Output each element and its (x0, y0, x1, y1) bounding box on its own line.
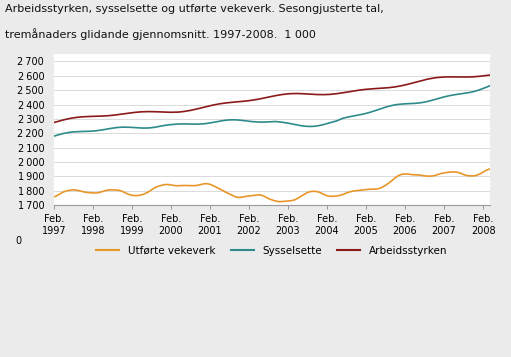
Text: Arbeidsstyrken, sysselsette og utførte vekeverk. Sesongjusterte tal,: Arbeidsstyrken, sysselsette og utførte v… (5, 4, 384, 14)
Text: 0: 0 (15, 236, 21, 246)
Legend: Utførte vekeverk, Sysselsette, Arbeidsstyrken: Utførte vekeverk, Sysselsette, Arbeidsst… (92, 242, 451, 260)
Text: tremånaders glidande gjennomsnitt. 1997-2008.  1 000: tremånaders glidande gjennomsnitt. 1997-… (5, 29, 316, 40)
